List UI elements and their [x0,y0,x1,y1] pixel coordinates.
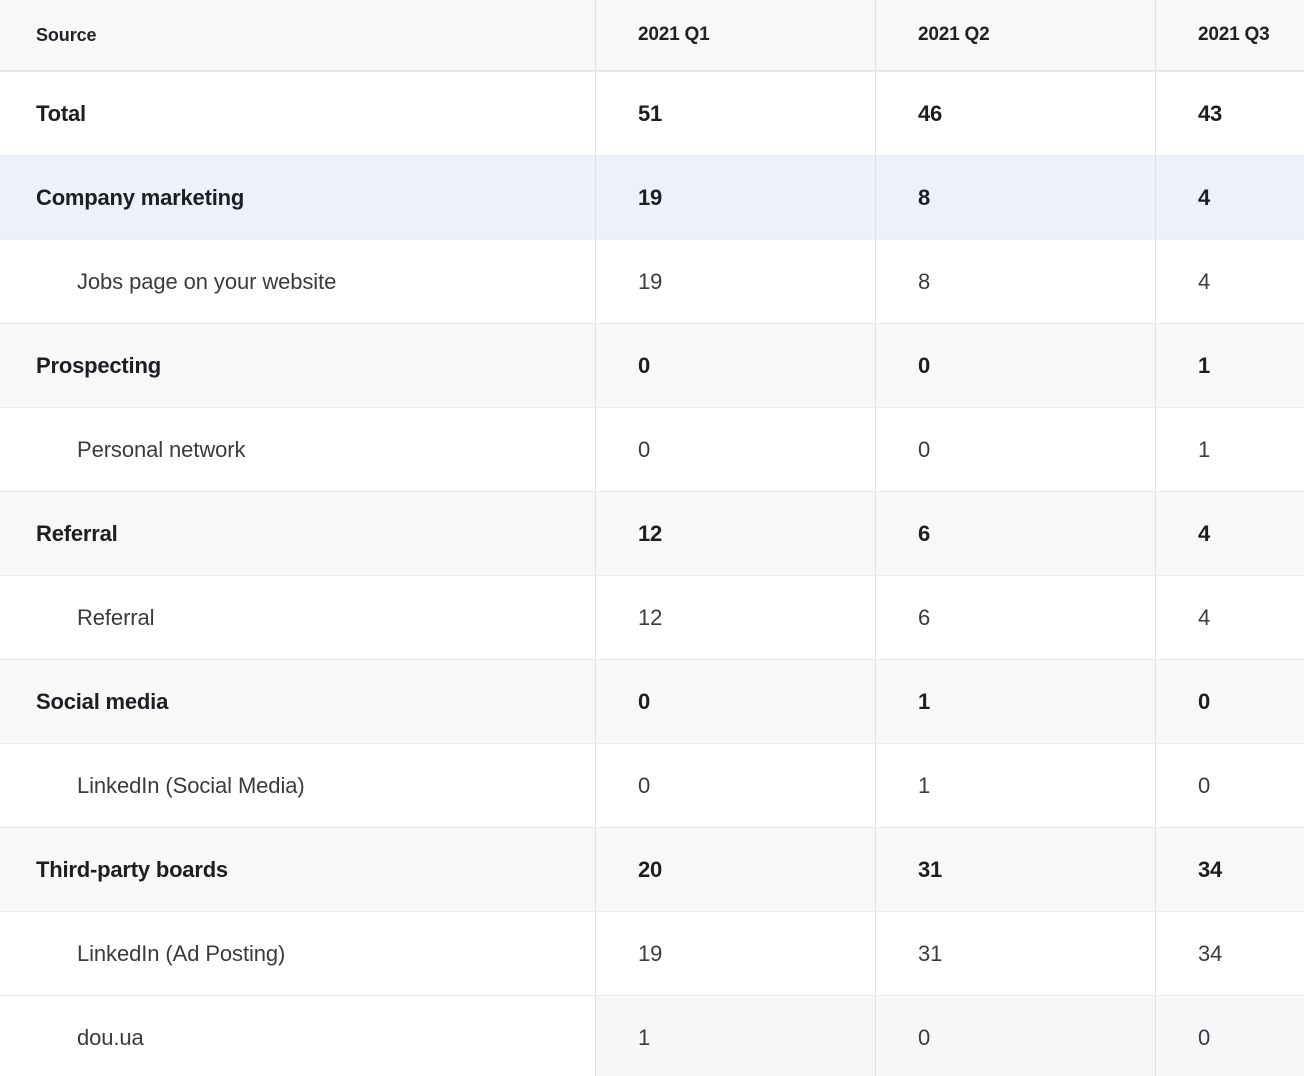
cell-value: 0 [1155,996,1304,1076]
cell-value: 20 [595,828,875,911]
cell-value: 0 [595,408,875,491]
table-row[interactable]: Referral 12 6 4 [0,491,1304,575]
table-row[interactable]: Total 51 46 43 [0,71,1304,155]
cell-value: 1 [1155,408,1304,491]
table-row[interactable]: dou.ua 1 0 0 [0,995,1304,1076]
column-header-2021-q2: 2021 Q2 [875,0,1155,70]
cell-value: 8 [875,156,1155,239]
cell-value: 4 [1155,240,1304,323]
cell-value: 1 [595,996,875,1076]
cell-value: 34 [1155,912,1304,995]
row-label: Social media [36,688,169,714]
row-label: dou.ua [77,1024,144,1050]
row-label: LinkedIn (Ad Posting) [77,940,286,966]
cell-value: 8 [875,240,1155,323]
table-row[interactable]: Jobs page on your website 19 8 4 [0,239,1304,323]
cell-value: 46 [875,72,1155,155]
row-label: Prospecting [36,352,161,378]
row-label: Referral [36,520,118,546]
column-header-2021-q3: 2021 Q3 [1155,0,1304,70]
cell-value: 1 [1155,324,1304,407]
cell-value: 6 [875,492,1155,575]
table-header-row: Source 2021 Q1 2021 Q2 2021 Q3 [0,0,1304,71]
table-body: Total 51 46 43 Company marketing 19 8 4 Jobs pag… [0,71,1304,1076]
cell-value: 0 [875,408,1155,491]
cell-value: 19 [595,240,875,323]
table-row[interactable]: Personal network 0 0 1 [0,407,1304,491]
cell-value: 4 [1155,492,1304,575]
column-header-source: Source [36,24,97,45]
cell-value: 0 [1155,660,1304,743]
cell-value: 34 [1155,828,1304,911]
table-row[interactable]: Third-party boards 20 31 34 [0,827,1304,911]
row-label: Jobs page on your website [77,268,337,294]
row-label: Total [36,100,86,126]
cell-value: 1 [875,744,1155,827]
cell-value: 0 [875,324,1155,407]
cell-value: 51 [595,72,875,155]
row-label: Company marketing [36,184,245,210]
table-row[interactable]: Referral 12 6 4 [0,575,1304,659]
cell-value: 1 [875,660,1155,743]
table-row[interactable]: LinkedIn (Ad Posting) 19 31 34 [0,911,1304,995]
table-row[interactable]: Prospecting 0 0 1 [0,323,1304,407]
row-label: Personal network [77,436,246,462]
table-row[interactable]: Company marketing 19 8 4 [0,155,1304,239]
row-label: Third-party boards [36,856,228,882]
cell-value: 0 [1155,744,1304,827]
cell-value: 4 [1155,156,1304,239]
cell-value: 19 [595,156,875,239]
table-row[interactable]: Social media 0 1 0 [0,659,1304,743]
cell-value: 0 [595,324,875,407]
cell-value: 0 [595,660,875,743]
cell-value: 31 [875,912,1155,995]
table-row[interactable]: LinkedIn (Social Media) 0 1 0 [0,743,1304,827]
cell-value: 12 [595,576,875,659]
row-label: LinkedIn (Social Media) [77,772,305,798]
cell-value: 43 [1155,72,1304,155]
row-label: Referral [77,604,155,630]
cell-value: 19 [595,912,875,995]
cell-value: 0 [595,744,875,827]
cell-value: 31 [875,828,1155,911]
cell-value: 12 [595,492,875,575]
cell-value: 6 [875,576,1155,659]
cell-value: 0 [875,996,1155,1076]
column-header-2021-q1: 2021 Q1 [595,0,875,70]
cell-value: 4 [1155,576,1304,659]
